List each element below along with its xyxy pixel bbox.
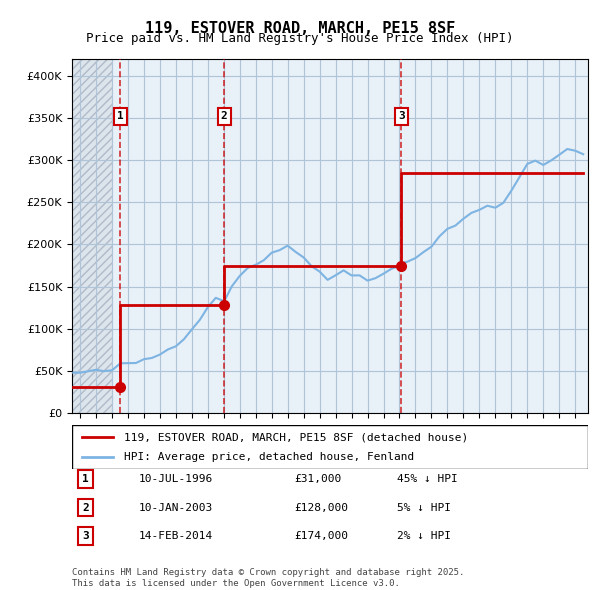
Text: 1: 1 <box>117 112 124 122</box>
Text: 45% ↓ HPI: 45% ↓ HPI <box>397 474 458 484</box>
Text: £128,000: £128,000 <box>294 503 348 513</box>
Bar <box>72 59 112 413</box>
Text: 2% ↓ HPI: 2% ↓ HPI <box>397 531 451 541</box>
Text: 119, ESTOVER ROAD, MARCH, PE15 8SF (detached house): 119, ESTOVER ROAD, MARCH, PE15 8SF (deta… <box>124 432 468 442</box>
Text: 5% ↓ HPI: 5% ↓ HPI <box>397 503 451 513</box>
Text: 10-JUL-1996: 10-JUL-1996 <box>139 474 214 484</box>
Text: 2: 2 <box>82 503 89 513</box>
FancyBboxPatch shape <box>72 425 588 469</box>
Text: Contains HM Land Registry data © Crown copyright and database right 2025.: Contains HM Land Registry data © Crown c… <box>72 568 464 576</box>
Bar <box>72 59 112 413</box>
Text: £174,000: £174,000 <box>294 531 348 541</box>
Text: 1: 1 <box>82 474 89 484</box>
Text: 3: 3 <box>398 112 405 122</box>
Text: Price paid vs. HM Land Registry's House Price Index (HPI): Price paid vs. HM Land Registry's House … <box>86 32 514 45</box>
Text: 3: 3 <box>82 531 89 541</box>
Text: £31,000: £31,000 <box>294 474 341 484</box>
Text: This data is licensed under the Open Government Licence v3.0.: This data is licensed under the Open Gov… <box>72 579 400 588</box>
Text: HPI: Average price, detached house, Fenland: HPI: Average price, detached house, Fenl… <box>124 452 414 461</box>
Text: 119, ESTOVER ROAD, MARCH, PE15 8SF: 119, ESTOVER ROAD, MARCH, PE15 8SF <box>145 21 455 35</box>
Text: 10-JAN-2003: 10-JAN-2003 <box>139 503 214 513</box>
Text: 2: 2 <box>221 112 227 122</box>
Text: 14-FEB-2014: 14-FEB-2014 <box>139 531 214 541</box>
